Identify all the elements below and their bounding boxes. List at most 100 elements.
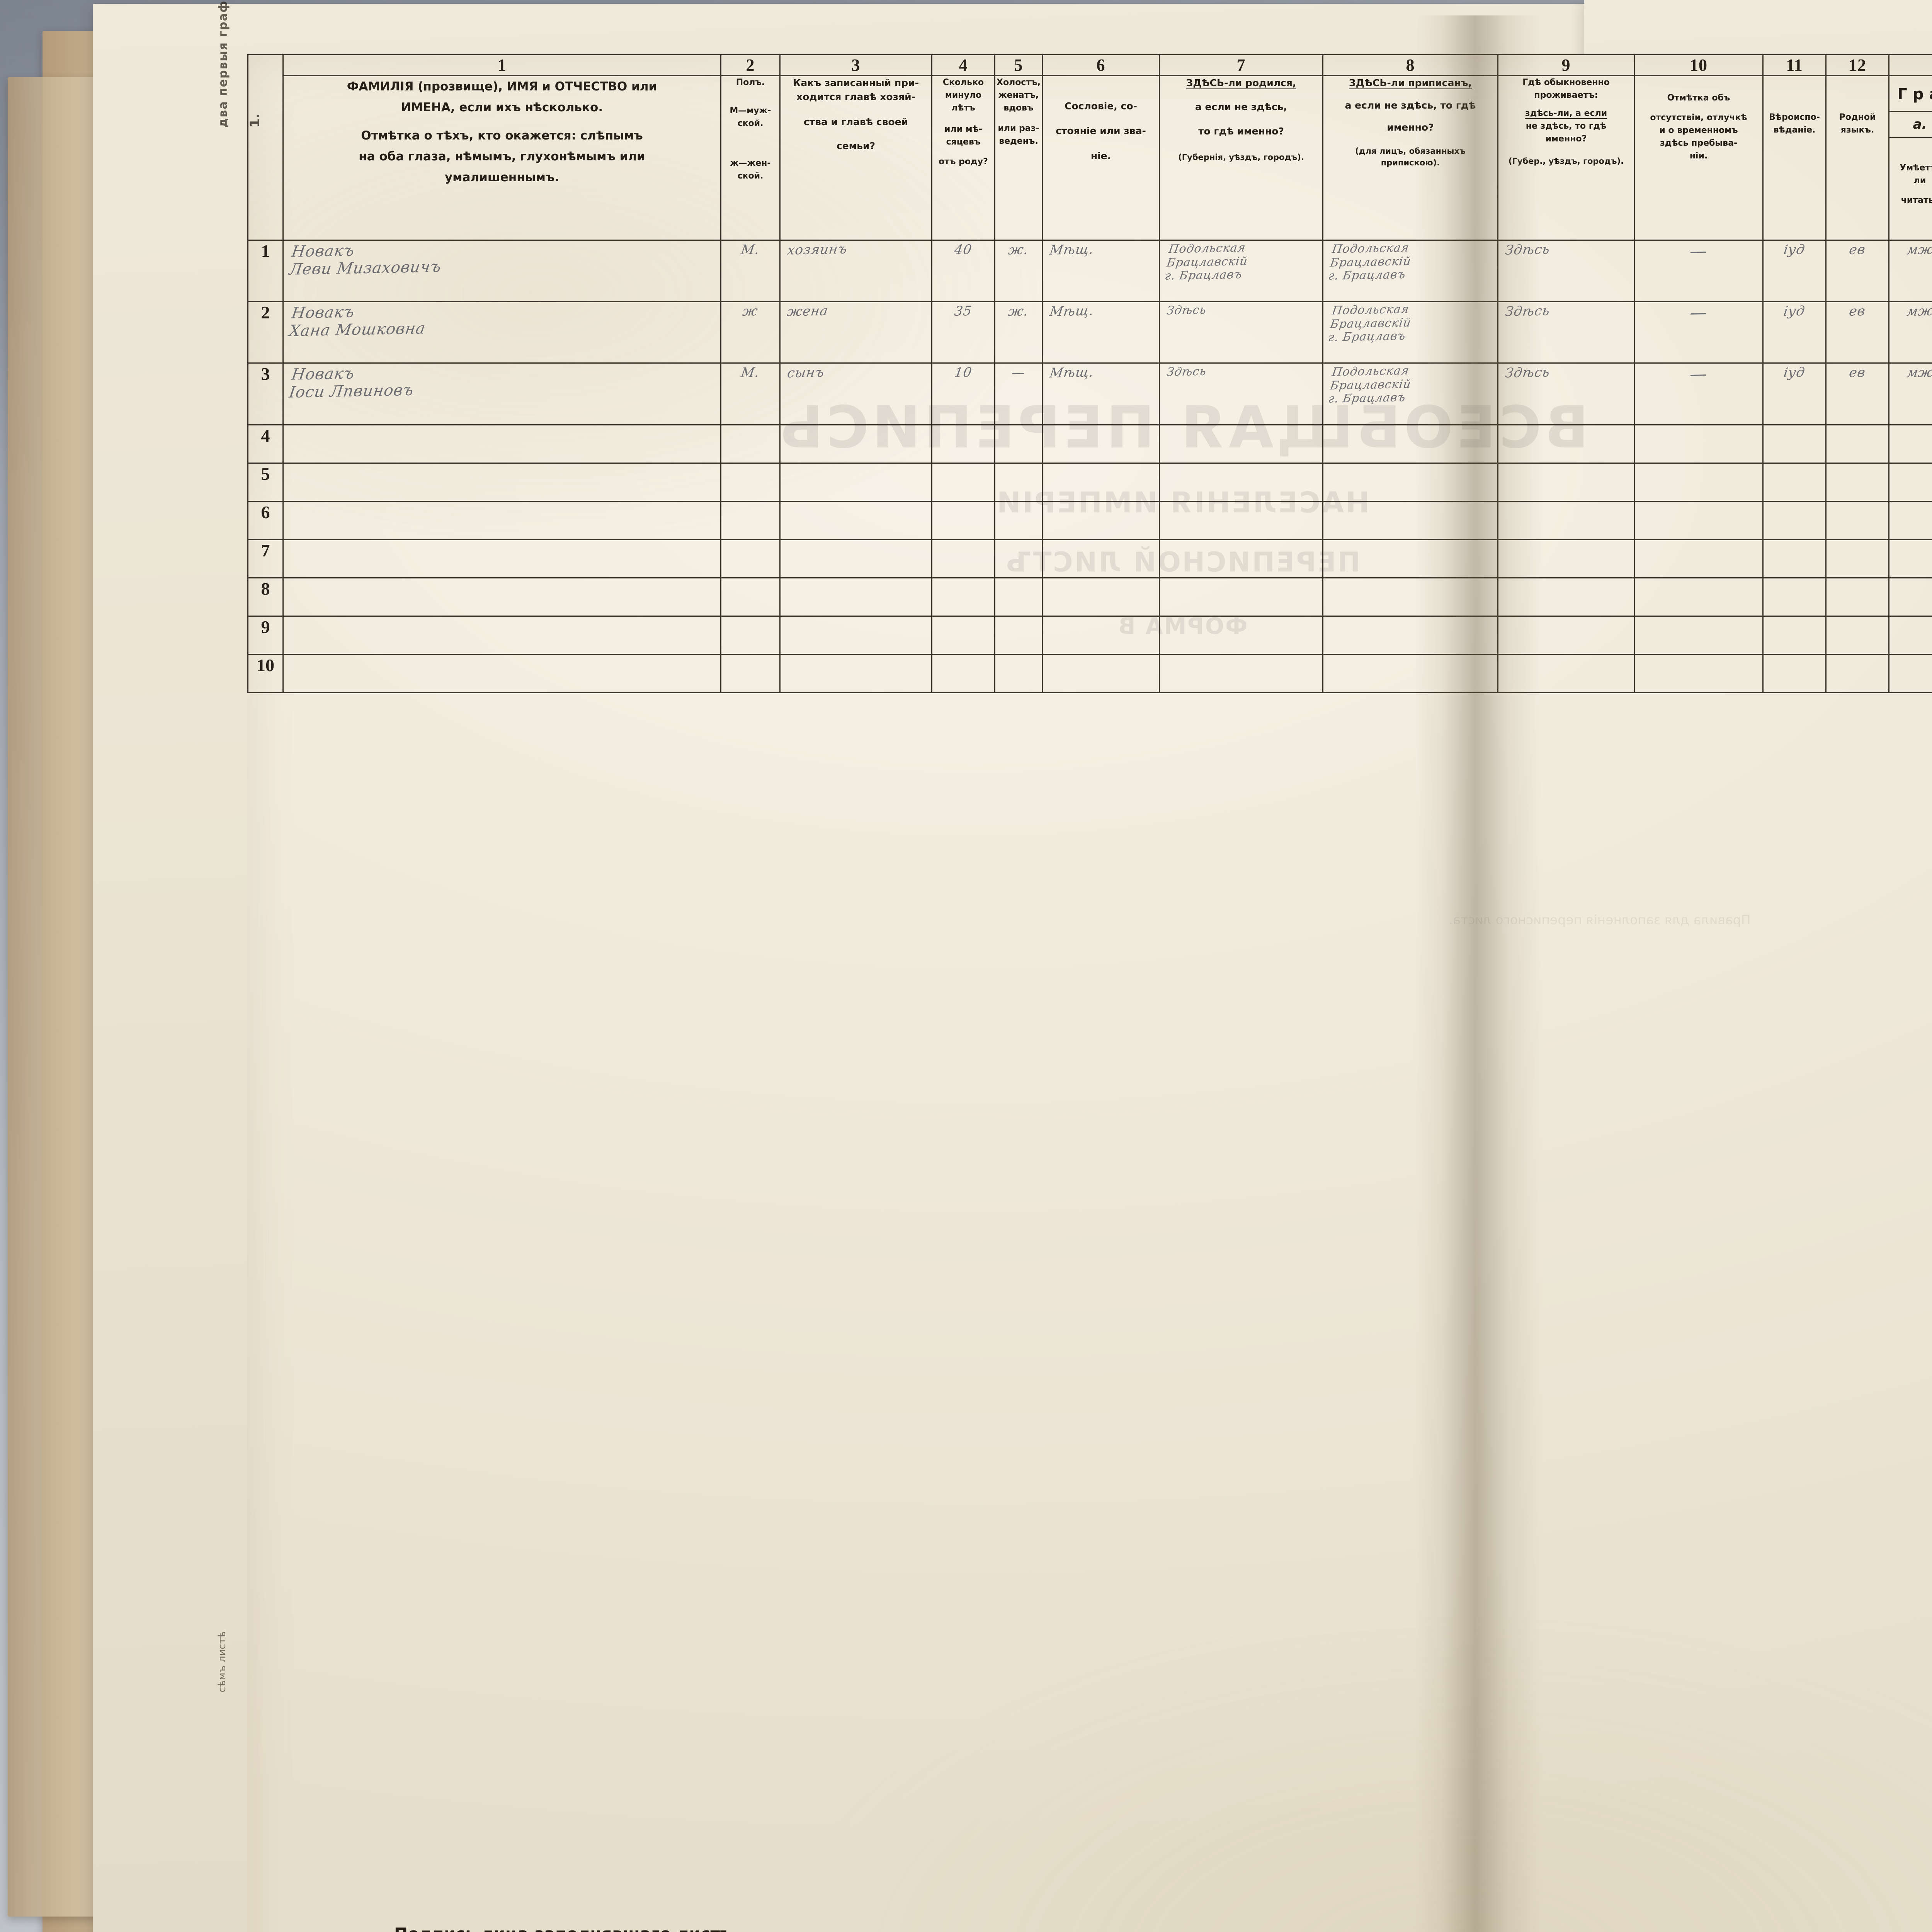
cell-relation-r10[interactable] — [779, 653, 932, 693]
cell-name-r2[interactable]: Новакъ Хана Мошковна — [282, 301, 721, 364]
cell-birthplace-r4[interactable] — [1159, 424, 1323, 464]
cell-absence-r6[interactable] — [1634, 500, 1764, 540]
cell-sex-r4[interactable] — [720, 424, 781, 464]
cell-absence-r3[interactable]: — — [1634, 362, 1764, 425]
cell-registry-r6[interactable] — [1322, 500, 1498, 540]
table-row[interactable]: 912 — [247, 615, 1932, 655]
cell-religion-r9[interactable] — [1762, 615, 1827, 655]
cell-estate-r3[interactable]: Мѣщ. — [1042, 362, 1160, 425]
cell-literacy-a-r4[interactable] — [1888, 424, 1932, 464]
cell-sex-r1[interactable]: М. — [720, 239, 781, 303]
cell-marital-r8[interactable] — [994, 577, 1043, 617]
cell-absence-r8[interactable] — [1634, 577, 1764, 617]
cell-age-r4[interactable] — [931, 424, 995, 464]
cell-age-r8[interactable] — [931, 577, 995, 617]
table-row[interactable]: 412 — [247, 424, 1932, 464]
cell-relation-r4[interactable] — [779, 424, 932, 464]
cell-name-r4[interactable] — [282, 424, 721, 464]
cell-language-r6[interactable] — [1825, 500, 1889, 540]
cell-residence-r6[interactable] — [1497, 500, 1635, 540]
cell-birthplace-r1[interactable]: Подольская Брацлавскій г. Брацлавъ — [1159, 239, 1323, 303]
cell-religion-r7[interactable] — [1762, 539, 1827, 578]
cell-marital-r6[interactable] — [994, 500, 1043, 540]
cell-registry-r2[interactable]: Подольская Брацлавскій г. Брацлавъ — [1322, 301, 1498, 364]
cell-age-r1[interactable]: 40 — [931, 239, 995, 303]
cell-sex-r6[interactable] — [720, 500, 781, 540]
signature-line[interactable]: Подпись лица заполнявшаго листъ — [394, 1924, 1322, 1932]
cell-age-r6[interactable] — [931, 500, 995, 540]
cell-language-r7[interactable] — [1825, 539, 1889, 578]
cell-religion-r3[interactable]: іуд — [1762, 362, 1827, 425]
table-row[interactable]: 512 — [247, 462, 1932, 502]
cell-literacy-a-r1[interactable]: мж — [1888, 239, 1932, 303]
cell-name-r10[interactable] — [282, 653, 721, 693]
cell-marital-r3[interactable]: — — [994, 362, 1043, 425]
cell-registry-r10[interactable] — [1322, 653, 1498, 693]
cell-absence-r4[interactable] — [1634, 424, 1764, 464]
cell-literacy-a-r7[interactable] — [1888, 539, 1932, 578]
table-row[interactable]: 1 Новакъ Леви Мизаховичъ М. хозяинъ 40 ж. Мѣщ.… — [247, 239, 1932, 303]
cell-sex-r9[interactable] — [720, 615, 781, 655]
cell-birthplace-r5[interactable] — [1159, 462, 1323, 502]
cell-literacy-a-r3[interactable]: мж — [1888, 362, 1932, 425]
cell-registry-r9[interactable] — [1322, 615, 1498, 655]
cell-absence-r5[interactable] — [1634, 462, 1764, 502]
cell-marital-r1[interactable]: ж. — [994, 239, 1043, 303]
cell-registry-r7[interactable] — [1322, 539, 1498, 578]
cell-age-r10[interactable] — [931, 653, 995, 693]
cell-sex-r5[interactable] — [720, 462, 781, 502]
cell-age-r5[interactable] — [931, 462, 995, 502]
cell-marital-r4[interactable] — [994, 424, 1043, 464]
cell-relation-r6[interactable] — [779, 500, 932, 540]
cell-sex-r8[interactable] — [720, 577, 781, 617]
cell-name-r3[interactable]: Новакъ Іоси Лпвиновъ — [282, 362, 721, 425]
cell-registry-r1[interactable]: Подольская Брацлавскій г. Брацлавъ — [1322, 239, 1498, 303]
cell-absence-r1[interactable]: — — [1634, 239, 1764, 303]
cell-language-r10[interactable] — [1825, 653, 1889, 693]
cell-religion-r8[interactable] — [1762, 577, 1827, 617]
cell-estate-r9[interactable] — [1042, 615, 1160, 655]
cell-name-r8[interactable] — [282, 577, 721, 617]
cell-language-r8[interactable] — [1825, 577, 1889, 617]
cell-residence-r7[interactable] — [1497, 539, 1635, 578]
cell-relation-r8[interactable] — [779, 577, 932, 617]
cell-marital-r9[interactable] — [994, 615, 1043, 655]
cell-absence-r7[interactable] — [1634, 539, 1764, 578]
cell-relation-r9[interactable] — [779, 615, 932, 655]
cell-birthplace-r3[interactable]: Здѣсь — [1159, 362, 1323, 425]
cell-estate-r7[interactable] — [1042, 539, 1160, 578]
cell-age-r2[interactable]: 35 — [931, 301, 995, 364]
cell-estate-r4[interactable] — [1042, 424, 1160, 464]
cell-birthplace-r9[interactable] — [1159, 615, 1323, 655]
cell-estate-r2[interactable]: Мѣщ. — [1042, 301, 1160, 364]
cell-name-r6[interactable] — [282, 500, 721, 540]
cell-name-r9[interactable] — [282, 615, 721, 655]
cell-sex-r7[interactable] — [720, 539, 781, 578]
cell-language-r3[interactable]: ев — [1825, 362, 1889, 425]
cell-estate-r6[interactable] — [1042, 500, 1160, 540]
cell-registry-r4[interactable] — [1322, 424, 1498, 464]
cell-sex-r3[interactable]: М. — [720, 362, 781, 425]
cell-religion-r4[interactable] — [1762, 424, 1827, 464]
cell-estate-r1[interactable]: Мѣщ. — [1042, 239, 1160, 303]
cell-language-r9[interactable] — [1825, 615, 1889, 655]
cell-registry-r3[interactable]: Подольская Брацлавскій г. Брацлавъ — [1322, 362, 1498, 425]
cell-religion-r6[interactable] — [1762, 500, 1827, 540]
cell-residence-r5[interactable] — [1497, 462, 1635, 502]
cell-registry-r5[interactable] — [1322, 462, 1498, 502]
cell-birthplace-r8[interactable] — [1159, 577, 1323, 617]
cell-literacy-a-r2[interactable]: мж — [1888, 301, 1932, 364]
table-row[interactable]: 1012 — [247, 653, 1932, 693]
cell-residence-r4[interactable] — [1497, 424, 1635, 464]
cell-absence-r9[interactable] — [1634, 615, 1764, 655]
table-row[interactable]: 2 Новакъ Хана Мошковна ж жена 35 ж. Мѣщ. Здѣсь П… — [247, 301, 1932, 364]
table-row[interactable]: 612 — [247, 500, 1932, 540]
cell-name-r5[interactable] — [282, 462, 721, 502]
cell-sex-r10[interactable] — [720, 653, 781, 693]
cell-age-r7[interactable] — [931, 539, 995, 578]
cell-residence-r9[interactable] — [1497, 615, 1635, 655]
cell-literacy-a-r6[interactable] — [1888, 500, 1932, 540]
cell-estate-r8[interactable] — [1042, 577, 1160, 617]
cell-residence-r8[interactable] — [1497, 577, 1635, 617]
cell-relation-r7[interactable] — [779, 539, 932, 578]
